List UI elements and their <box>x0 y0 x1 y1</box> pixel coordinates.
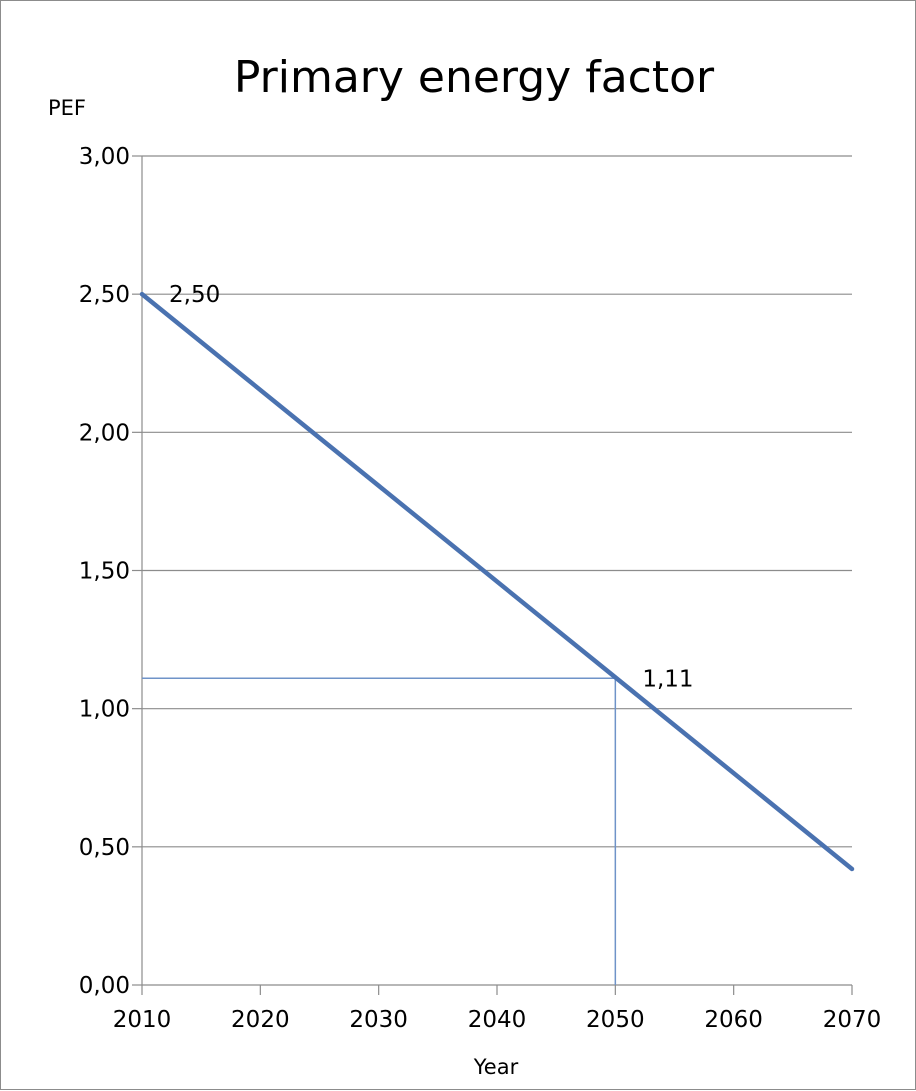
y-tick-label-6: 3,00 <box>79 144 130 170</box>
x-tick-label-1: 2020 <box>231 1007 290 1033</box>
x-axis-title: Year <box>473 1055 519 1079</box>
label-layer: 2,50 1,11 <box>169 282 694 692</box>
reference-lines-layer <box>142 677 617 985</box>
y-axis-title: PEF <box>48 96 86 120</box>
grid-layer <box>142 155 852 848</box>
x-tick-label-5: 2060 <box>704 1007 763 1033</box>
y-tick-label-0: 0,00 <box>79 973 130 999</box>
data-label-0: 2,50 <box>169 282 220 308</box>
x-tick-label-3: 2040 <box>468 1007 527 1033</box>
y-tick-label-1: 0,50 <box>79 835 130 861</box>
data-label-1: 1,11 <box>642 666 693 692</box>
axis-layer: 0,00 0,50 1,00 1,50 2,00 2,50 3,00 2010 2020 2030… <box>79 144 881 1033</box>
y-tick-label-4: 2,00 <box>79 420 130 446</box>
chart-title: Primary energy factor <box>234 52 715 103</box>
series-line-0 <box>139 291 855 872</box>
y-tick-label-3: 1,50 <box>79 559 130 585</box>
x-tick-label-2: 2030 <box>349 1007 408 1033</box>
x-tick-label-4: 2050 <box>586 1007 645 1033</box>
y-tick-label-2: 1,00 <box>79 697 130 723</box>
x-tick-label-6: 2070 <box>823 1007 882 1033</box>
series-layer <box>139 291 855 872</box>
x-tick-label-0: 2010 <box>113 1007 172 1033</box>
y-tick-label-5: 2,50 <box>79 282 130 308</box>
